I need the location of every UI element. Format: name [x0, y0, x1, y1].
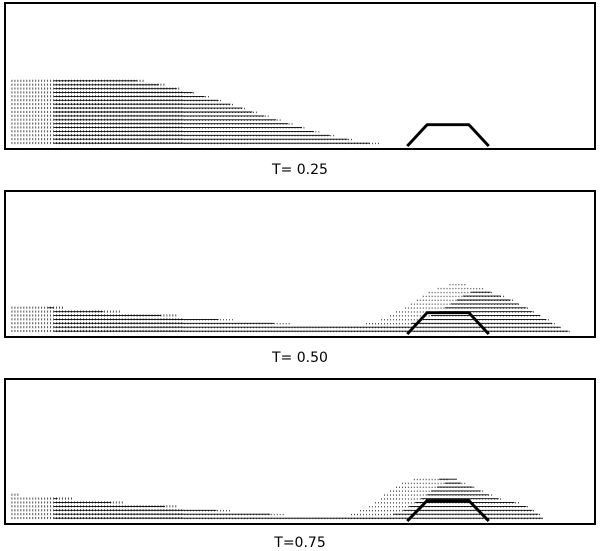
velocity-field-plot-t025 [11, 79, 490, 148]
velocity-field-plot-t050 [11, 284, 570, 336]
time-label-t050: T= 0.50 [272, 350, 328, 366]
time-label-t025: T= 0.25 [272, 162, 328, 178]
time-label-t075: T=0.75 [274, 535, 326, 551]
submerged-breakwater [406, 123, 490, 148]
velocity-vectors [11, 284, 570, 333]
submerged-breakwater [406, 311, 490, 336]
flow-panel-t050 [4, 190, 596, 338]
submerged-breakwater [406, 499, 490, 523]
flow-panel-t025 [4, 2, 596, 150]
velocity-vectors [11, 478, 543, 520]
flow-panel-t075 [4, 378, 596, 525]
velocity-vectors [11, 79, 379, 145]
velocity-field-plot-t075 [11, 478, 543, 523]
